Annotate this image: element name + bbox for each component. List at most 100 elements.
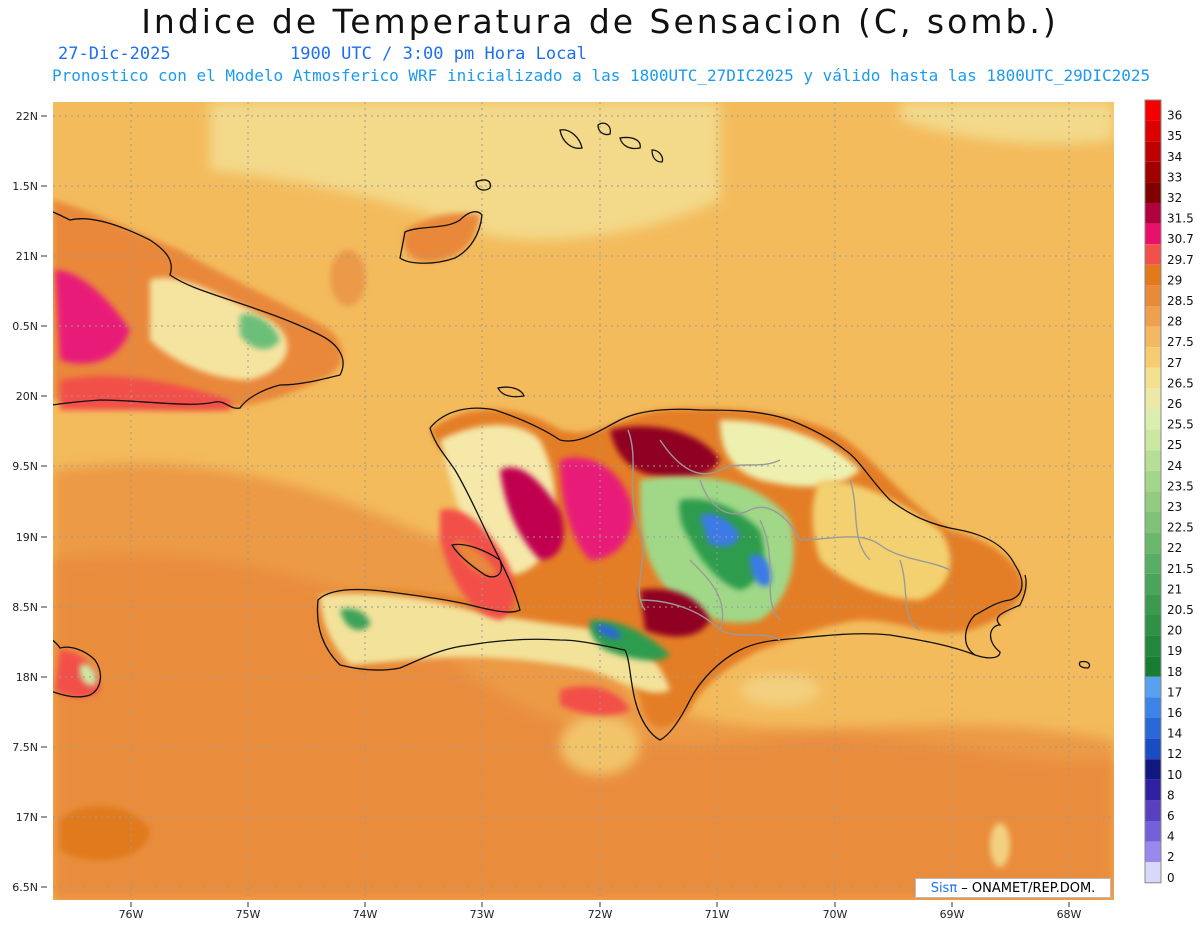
map-title: Indice de Temperatura de Sensacion (C, s… — [141, 2, 1059, 41]
lon-label: 76W — [119, 908, 144, 921]
legend-label: 20.5 — [1167, 603, 1194, 617]
legend-swatch — [1145, 388, 1161, 409]
latitude-labels: 22N 1.5N 21N 0.5N 20N 9.5N 19N 8.5N 18N … — [12, 110, 38, 894]
lon-label: 69W — [940, 908, 965, 921]
coastlines — [53, 122, 1091, 741]
legend-label: 8 — [1167, 788, 1175, 802]
lat-label: 18N — [16, 671, 38, 684]
legend-swatch — [1145, 306, 1161, 327]
legend-swatch — [1145, 573, 1161, 595]
legend-label: 32 — [1167, 191, 1182, 205]
legend-label: 28.5 — [1167, 294, 1194, 308]
legend-swatch — [1145, 759, 1161, 780]
province-boundaries — [627, 429, 951, 641]
credit-box: Sisπ – ONAMET/REP.DOM. — [915, 878, 1111, 898]
legend-label: 36 — [1167, 109, 1182, 123]
legend-frame — [1144, 99, 1162, 884]
legend-swatch — [1145, 347, 1161, 368]
legend-swatch — [1145, 409, 1161, 430]
legend-swatch — [1145, 821, 1161, 842]
legend-label: 20 — [1167, 624, 1182, 638]
lon-label: 68W — [1057, 908, 1082, 921]
legend-label: 26 — [1167, 397, 1182, 411]
legend-label: 18 — [1167, 665, 1182, 679]
legend-swatch — [1145, 697, 1161, 718]
legend-swatch — [1145, 738, 1161, 760]
legend-swatch — [1145, 594, 1161, 615]
legend-swatch — [1145, 512, 1161, 533]
legend-swatch — [1145, 244, 1161, 265]
forecast-date: 27-Dic-2025 — [58, 44, 171, 64]
legend-swatch — [1145, 862, 1161, 883]
legend-label: 31.5 — [1167, 212, 1194, 226]
lat-label: 1.5N — [12, 180, 38, 193]
lon-label: 72W — [588, 908, 613, 921]
longitude-ticks — [130, 902, 1070, 907]
legend-label: 27.5 — [1167, 335, 1194, 349]
legend-label: 34 — [1167, 150, 1182, 164]
legend-swatch — [1145, 120, 1161, 142]
legend-swatch — [1145, 161, 1161, 183]
legend-label: 14 — [1167, 727, 1182, 741]
lat-label: 19N — [16, 531, 38, 544]
legend-label: 25 — [1167, 438, 1182, 452]
latitude-ticks — [41, 115, 47, 888]
legend-swatch — [1145, 450, 1161, 471]
legend-swatch — [1145, 615, 1161, 636]
legend-label: 25.5 — [1167, 418, 1194, 432]
lat-label: 21N — [16, 250, 38, 263]
color-legend: 363534333231.530.729.72928.52827.52726.5… — [1144, 99, 1194, 885]
legend-swatch — [1145, 841, 1161, 863]
lat-label: 17N — [16, 811, 38, 824]
legend-label: 29 — [1167, 273, 1182, 287]
legend-label: 19 — [1167, 644, 1182, 658]
legend-swatch — [1145, 367, 1161, 389]
legend-label: 21 — [1167, 582, 1182, 596]
lon-label: 71W — [705, 908, 730, 921]
legend-label: 35 — [1167, 129, 1182, 143]
legend-label: 4 — [1167, 830, 1175, 844]
legend-swatch — [1145, 470, 1161, 492]
legend-swatch — [1145, 676, 1161, 698]
legend-label: 23 — [1167, 500, 1182, 514]
lat-label: 9.5N — [12, 460, 38, 473]
legend-label: 23.5 — [1167, 479, 1194, 493]
forecast-description: Pronostico con el Modelo Atmosferico WRF… — [52, 66, 1151, 85]
legend-swatch — [1145, 100, 1161, 121]
lon-label: 75W — [236, 908, 261, 921]
lat-label: 8.5N — [12, 601, 38, 614]
lat-label: 22N — [16, 110, 38, 123]
legend-label: 0 — [1167, 871, 1175, 885]
legend-label: 21.5 — [1167, 562, 1194, 576]
longitude-labels: 76W 75W 74W 73W 72W 71W 70W 69W 68W — [119, 908, 1082, 921]
lon-label: 73W — [470, 908, 495, 921]
lat-label: 7.5N — [12, 741, 38, 754]
legend-swatch — [1145, 491, 1161, 512]
legend-label: 26.5 — [1167, 376, 1194, 390]
legend-label: 17 — [1167, 685, 1182, 699]
legend-swatch — [1145, 779, 1161, 801]
legend-swatch — [1145, 800, 1161, 821]
legend-swatch — [1145, 141, 1161, 162]
legend-label: 16 — [1167, 706, 1182, 720]
legend-swatch — [1145, 326, 1161, 348]
forecast-time: 1900 UTC / 3:00 pm Hora Local — [290, 44, 587, 64]
legend-swatch — [1145, 223, 1161, 245]
legend-swatch — [1145, 429, 1161, 451]
legend-swatch — [1145, 656, 1161, 677]
legend-swatch — [1145, 264, 1161, 286]
legend-swatch — [1145, 182, 1161, 203]
shaded-field — [53, 102, 1114, 900]
legend-label: 22.5 — [1167, 521, 1194, 535]
legend-label: 29.7 — [1167, 253, 1194, 267]
legend-label: 28 — [1167, 315, 1182, 329]
legend-label: 12 — [1167, 747, 1182, 761]
legend-label: 6 — [1167, 809, 1175, 823]
lat-label: 0.5N — [12, 320, 38, 333]
legend-swatch — [1145, 635, 1161, 657]
legend-label: 30.7 — [1167, 232, 1194, 246]
legend-swatch — [1145, 285, 1161, 306]
legend-swatch — [1145, 718, 1161, 739]
legend-label: 22 — [1167, 541, 1182, 555]
